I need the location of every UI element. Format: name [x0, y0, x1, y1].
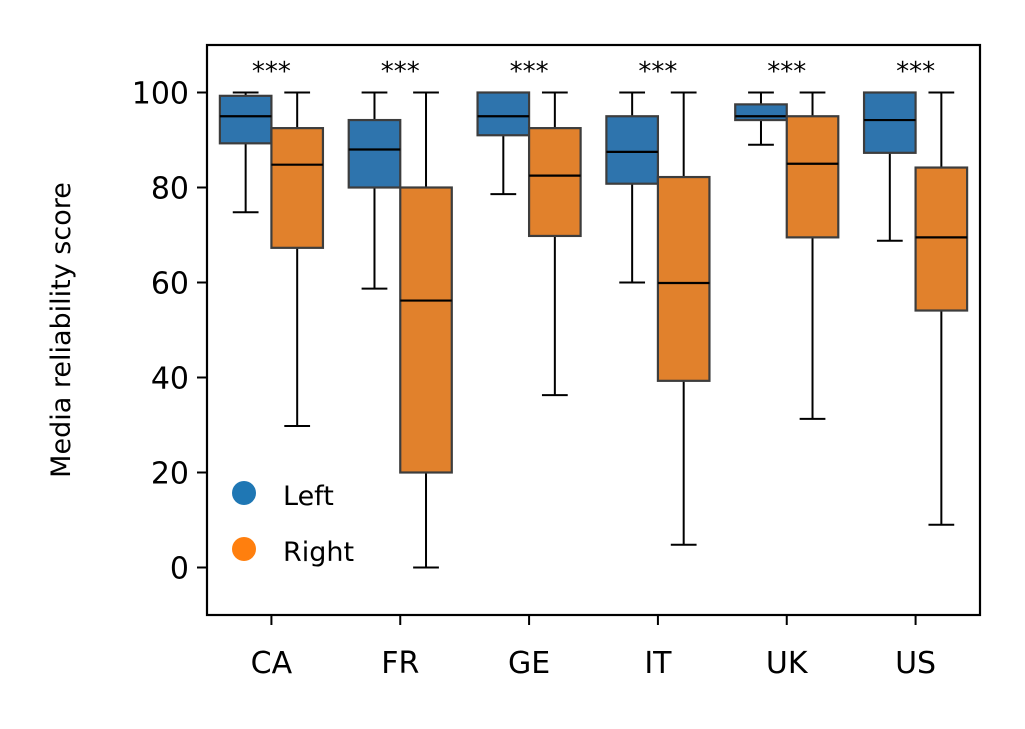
box-iqr [218, 94, 273, 145]
y-tick-label: 20 [151, 457, 189, 492]
box-iqr [605, 115, 660, 185]
y-axis-title: Media reliability score [46, 182, 77, 478]
legend-marker-left [232, 481, 256, 505]
box-iqr [399, 186, 453, 474]
box-iqr [656, 175, 711, 382]
box-right-ge [527, 91, 582, 397]
box-right-uk [785, 91, 840, 420]
significance-label: *** [381, 57, 420, 87]
box-iqr [785, 115, 840, 239]
box-iqr [734, 103, 788, 122]
legend: Left Right [232, 481, 354, 568]
significance-label: *** [638, 57, 677, 87]
plot-frame [205, 43, 982, 617]
box-left-uk [734, 91, 788, 146]
legend-marker-right [232, 537, 256, 561]
y-tick-label: 60 [151, 267, 189, 302]
box-iqr [347, 118, 402, 189]
y-tick-label: 0 [170, 552, 189, 587]
box-iqr [476, 91, 531, 137]
legend-label-right: Right [283, 537, 354, 568]
box-iqr [527, 127, 582, 238]
y-tick-label: 80 [151, 172, 189, 207]
y-tick-label: 100 [132, 77, 189, 112]
box-right-ca [270, 91, 325, 427]
significance-label: *** [896, 57, 935, 87]
x-tick-label: GE [508, 646, 550, 681]
box-iqr [270, 127, 325, 249]
x-tick-label: US [895, 646, 936, 681]
box-right-us [914, 91, 969, 526]
x-tick-label: UK [766, 646, 809, 681]
y-tick-label: 40 [151, 362, 189, 397]
x-tick-label: IT [644, 646, 672, 681]
box-iqr [862, 91, 917, 154]
x-tick-label: FR [381, 646, 419, 681]
legend-label-left: Left [283, 481, 334, 512]
box-left-it [605, 91, 660, 284]
box-right-fr [399, 91, 453, 569]
significance-label: *** [510, 57, 549, 87]
x-tick-label: CA [251, 646, 293, 681]
significance-label: *** [767, 57, 806, 87]
box-left-ca [218, 91, 273, 214]
box-left-us [862, 91, 917, 242]
box-iqr [914, 166, 969, 312]
box-right-it [656, 91, 711, 546]
box-left-fr [347, 91, 402, 290]
box-left-ge [476, 91, 531, 196]
significance-label: *** [252, 57, 291, 87]
